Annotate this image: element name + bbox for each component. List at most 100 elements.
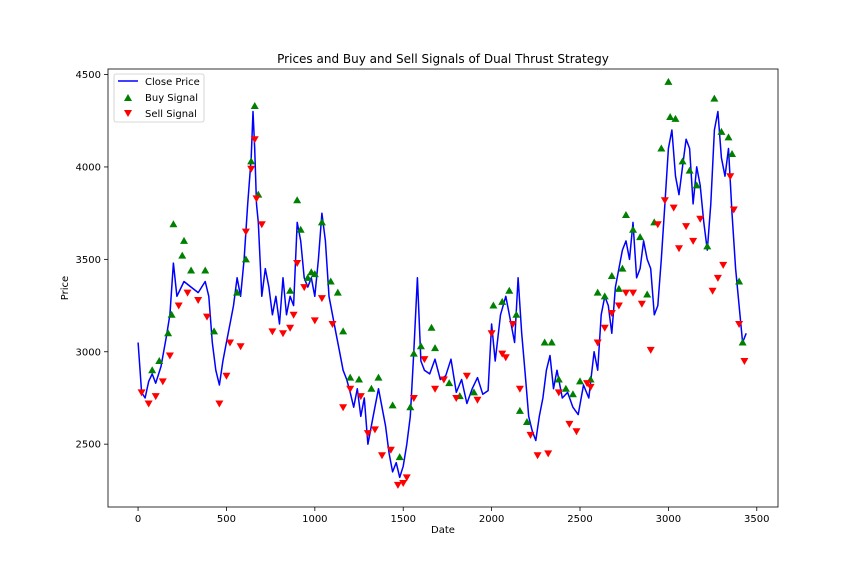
- buy-signal-marker: [333, 288, 342, 296]
- buy-signal-marker: [710, 94, 719, 102]
- sell-signal-marker: [257, 221, 266, 229]
- sell-signal-marker: [252, 195, 261, 203]
- buy-signal-marker: [636, 233, 645, 241]
- buy-signal-marker: [692, 181, 701, 189]
- sell-signal-marker: [286, 324, 295, 332]
- sell-signal-marker: [439, 376, 448, 384]
- buy-signal-marker: [685, 166, 694, 174]
- sell-signal-marker: [151, 393, 160, 401]
- legend-label-close: Close Price: [145, 77, 200, 88]
- sell-signal-marker: [544, 450, 553, 458]
- legend-box: [113, 73, 205, 123]
- buy-signal-marker: [395, 453, 404, 461]
- buy-signal-marker: [148, 366, 157, 374]
- x-tick-label: 0: [135, 514, 141, 525]
- sell-signal-marker: [473, 396, 482, 404]
- sell-signal-marker: [370, 426, 379, 434]
- buy-signal-marker: [568, 390, 577, 398]
- sell-signal-marker: [194, 297, 203, 305]
- sell-signal-marker: [202, 313, 211, 321]
- sell-signal-marker: [600, 324, 609, 332]
- y-tick-label: 3000: [76, 347, 101, 358]
- y-tick-label: 3500: [76, 255, 101, 266]
- buy-signal-marker: [522, 417, 531, 425]
- sell-signal-marker: [279, 330, 288, 338]
- legend-label-buy: Buy Signal: [145, 93, 198, 104]
- x-tick-label: 1000: [302, 514, 327, 525]
- x-tick-label: 1500: [390, 514, 415, 525]
- buy-signal-marker: [629, 225, 638, 233]
- buy-signal-marker: [233, 288, 242, 296]
- y-tick-label: 2500: [76, 440, 101, 451]
- axes-frame: [107, 68, 779, 508]
- x-tick-label: 3500: [744, 514, 769, 525]
- buy-signal-marker: [286, 286, 295, 294]
- buy-signal-marker: [717, 127, 726, 135]
- buy-signal-marker: [355, 375, 364, 383]
- sell-signal-marker: [268, 328, 277, 336]
- buy-signal-marker: [607, 271, 616, 279]
- sell-signal-marker: [452, 394, 461, 402]
- sell-signal-marker: [572, 428, 581, 436]
- buy-signal-marker: [346, 373, 355, 381]
- sell-signal-marker: [409, 394, 418, 402]
- buy-signal-marker: [512, 310, 521, 318]
- sell-signal-marker: [310, 317, 319, 325]
- sell-signal-marker: [675, 245, 684, 253]
- sell-signal-marker: [241, 228, 250, 236]
- buy-signal-marker: [554, 375, 563, 383]
- sell-signal-marker: [378, 452, 387, 460]
- buy-signal-marker: [317, 218, 326, 226]
- y-axis-label: Price: [60, 276, 71, 300]
- sell-signal-marker: [607, 309, 616, 317]
- x-tick-label: 500: [217, 514, 236, 525]
- buy-signal-marker: [643, 290, 652, 298]
- y-tick-label: 4000: [76, 162, 101, 173]
- buy-signal-marker: [728, 150, 737, 158]
- sell-signal-marker: [740, 358, 749, 365]
- legend-marker-sell: [124, 110, 132, 117]
- chart-title: Prices and Buy and Sell Signals of Dual …: [277, 52, 609, 66]
- sell-signal-marker: [250, 136, 259, 144]
- series-layer: [137, 77, 749, 489]
- buy-signal-marker: [678, 157, 687, 165]
- sell-signal-marker: [526, 431, 535, 439]
- sell-signal-marker: [501, 354, 510, 362]
- buy-signal-marker: [735, 277, 744, 285]
- sell-signal-marker: [222, 372, 231, 380]
- buy-signal-marker: [326, 277, 335, 285]
- sell-signal-marker: [158, 378, 167, 386]
- buy-signal-marker: [409, 349, 418, 357]
- sell-signal-marker: [137, 389, 146, 397]
- legend-marker-buy: [124, 94, 132, 101]
- sell-signal-marker: [565, 420, 574, 428]
- sell-signal-marker: [508, 321, 517, 329]
- x-tick-label: 3000: [656, 514, 681, 525]
- sell-signal-marker: [554, 389, 563, 397]
- buy-signal-marker: [210, 327, 219, 335]
- sell-signal-marker: [317, 295, 326, 303]
- buy-signal-marker: [339, 327, 348, 335]
- sell-signal-marker: [713, 274, 722, 282]
- sell-signal-marker: [689, 237, 698, 245]
- sell-signal-marker: [646, 346, 655, 354]
- buy-signal-marker: [247, 157, 256, 165]
- buy-signal-marker: [169, 220, 178, 228]
- sell-signal-marker: [356, 393, 365, 401]
- sell-signal-marker: [174, 302, 183, 310]
- legend: Close Price Buy Signal Sell Signal: [113, 73, 205, 123]
- sell-signal-marker: [462, 372, 471, 380]
- sell-signal-marker: [515, 385, 524, 393]
- sell-signal-marker: [183, 289, 192, 297]
- sell-signal-marker: [165, 352, 174, 360]
- sell-signal-marker: [653, 221, 662, 229]
- sell-signal-marker: [363, 430, 372, 438]
- x-axis-label: Date: [431, 525, 455, 536]
- sell-signal-marker: [247, 165, 256, 173]
- sell-signal-marker: [215, 400, 224, 408]
- sell-signal-marker: [708, 287, 717, 295]
- buy-signal-marker: [600, 292, 609, 300]
- buy-signal-marker: [187, 266, 196, 274]
- sell-signal-marker: [682, 223, 691, 231]
